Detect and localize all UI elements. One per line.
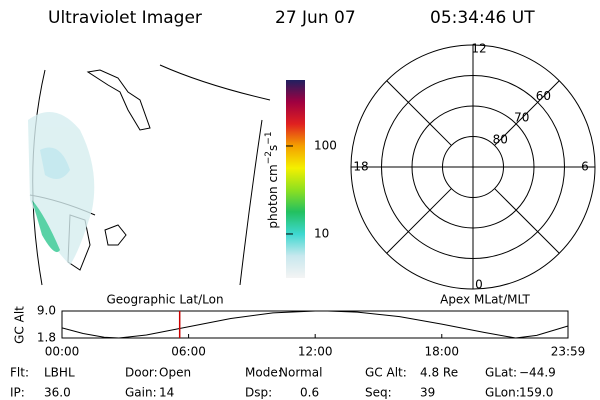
field-label: Mode: [245, 366, 282, 380]
field-value: 39 [420, 386, 435, 400]
field-value: LBHL [44, 366, 75, 380]
ring-label: 70 [514, 111, 529, 125]
label-part: −2 [264, 151, 274, 164]
footer: Flt: LBHL Door: Open Mode:Normal GC Alt: 4.8 R… [10, 366, 556, 400]
field-label: GLat: [485, 366, 517, 380]
meridian [494, 188, 560, 254]
field-label: Dsp: [245, 386, 272, 400]
x-tick-label: 00:00 [45, 345, 80, 359]
polar-title: Apex MLat/MLT [440, 293, 530, 307]
field-label: Door: [125, 366, 158, 380]
colorbar [286, 80, 305, 278]
field-value: Normal [279, 366, 322, 380]
x-tick-label: 06:00 [171, 345, 206, 359]
label-part: photon cm [266, 164, 280, 228]
meridian [494, 80, 560, 146]
label-part: s [266, 145, 280, 151]
field-value: 36.0 [44, 386, 71, 400]
field-label: GC Alt: [365, 366, 407, 380]
y-tick-label: 9.0 [37, 304, 56, 318]
x-tick-label: 23:59 [551, 345, 586, 359]
mlt-label: 6 [581, 160, 589, 174]
tick-label: 10 [314, 226, 329, 240]
field-label: Gain: [125, 386, 157, 400]
field-value: −44.9 [519, 366, 556, 380]
y-tick-label: 1.8 [37, 331, 56, 345]
field-value: 4.8 Re [420, 366, 458, 380]
field-value: 159.0 [519, 386, 553, 400]
colorbar-label: photon cm−2s−1 [264, 131, 280, 228]
date: 27 Jun 07 [275, 8, 356, 28]
field-value: 14 [159, 386, 174, 400]
meridian [386, 80, 452, 146]
field-label: GLon: [485, 386, 520, 400]
ring-label: 80 [493, 132, 508, 146]
ring-label: 60 [536, 89, 551, 103]
field-value: 0.6 [300, 386, 319, 400]
tick-label: 100 [314, 138, 337, 152]
aurora [28, 112, 95, 265]
meridian [386, 188, 452, 254]
altitude-line [61, 310, 569, 339]
x-tick-label: 12:00 [298, 345, 333, 359]
field-label: IP: [10, 386, 25, 400]
field-label: Flt: [10, 366, 29, 380]
mlt-label: 18 [353, 160, 368, 174]
instrument: Ultraviolet Imager [48, 8, 202, 28]
polar-grid: 12 18 0 6 [350, 42, 596, 292]
time: 05:34:46 UT [430, 8, 535, 28]
mlt-label: 0 [475, 278, 483, 292]
map-title: Geographic Lat/Lon [106, 293, 223, 307]
x-tick-label: 18:00 [424, 345, 459, 359]
field-label: Seq: [365, 386, 392, 400]
field-value: Open [159, 366, 191, 380]
mlt-label: 12 [471, 42, 486, 56]
y-label: GC Alt [13, 306, 27, 344]
label-part: −1 [264, 131, 274, 144]
